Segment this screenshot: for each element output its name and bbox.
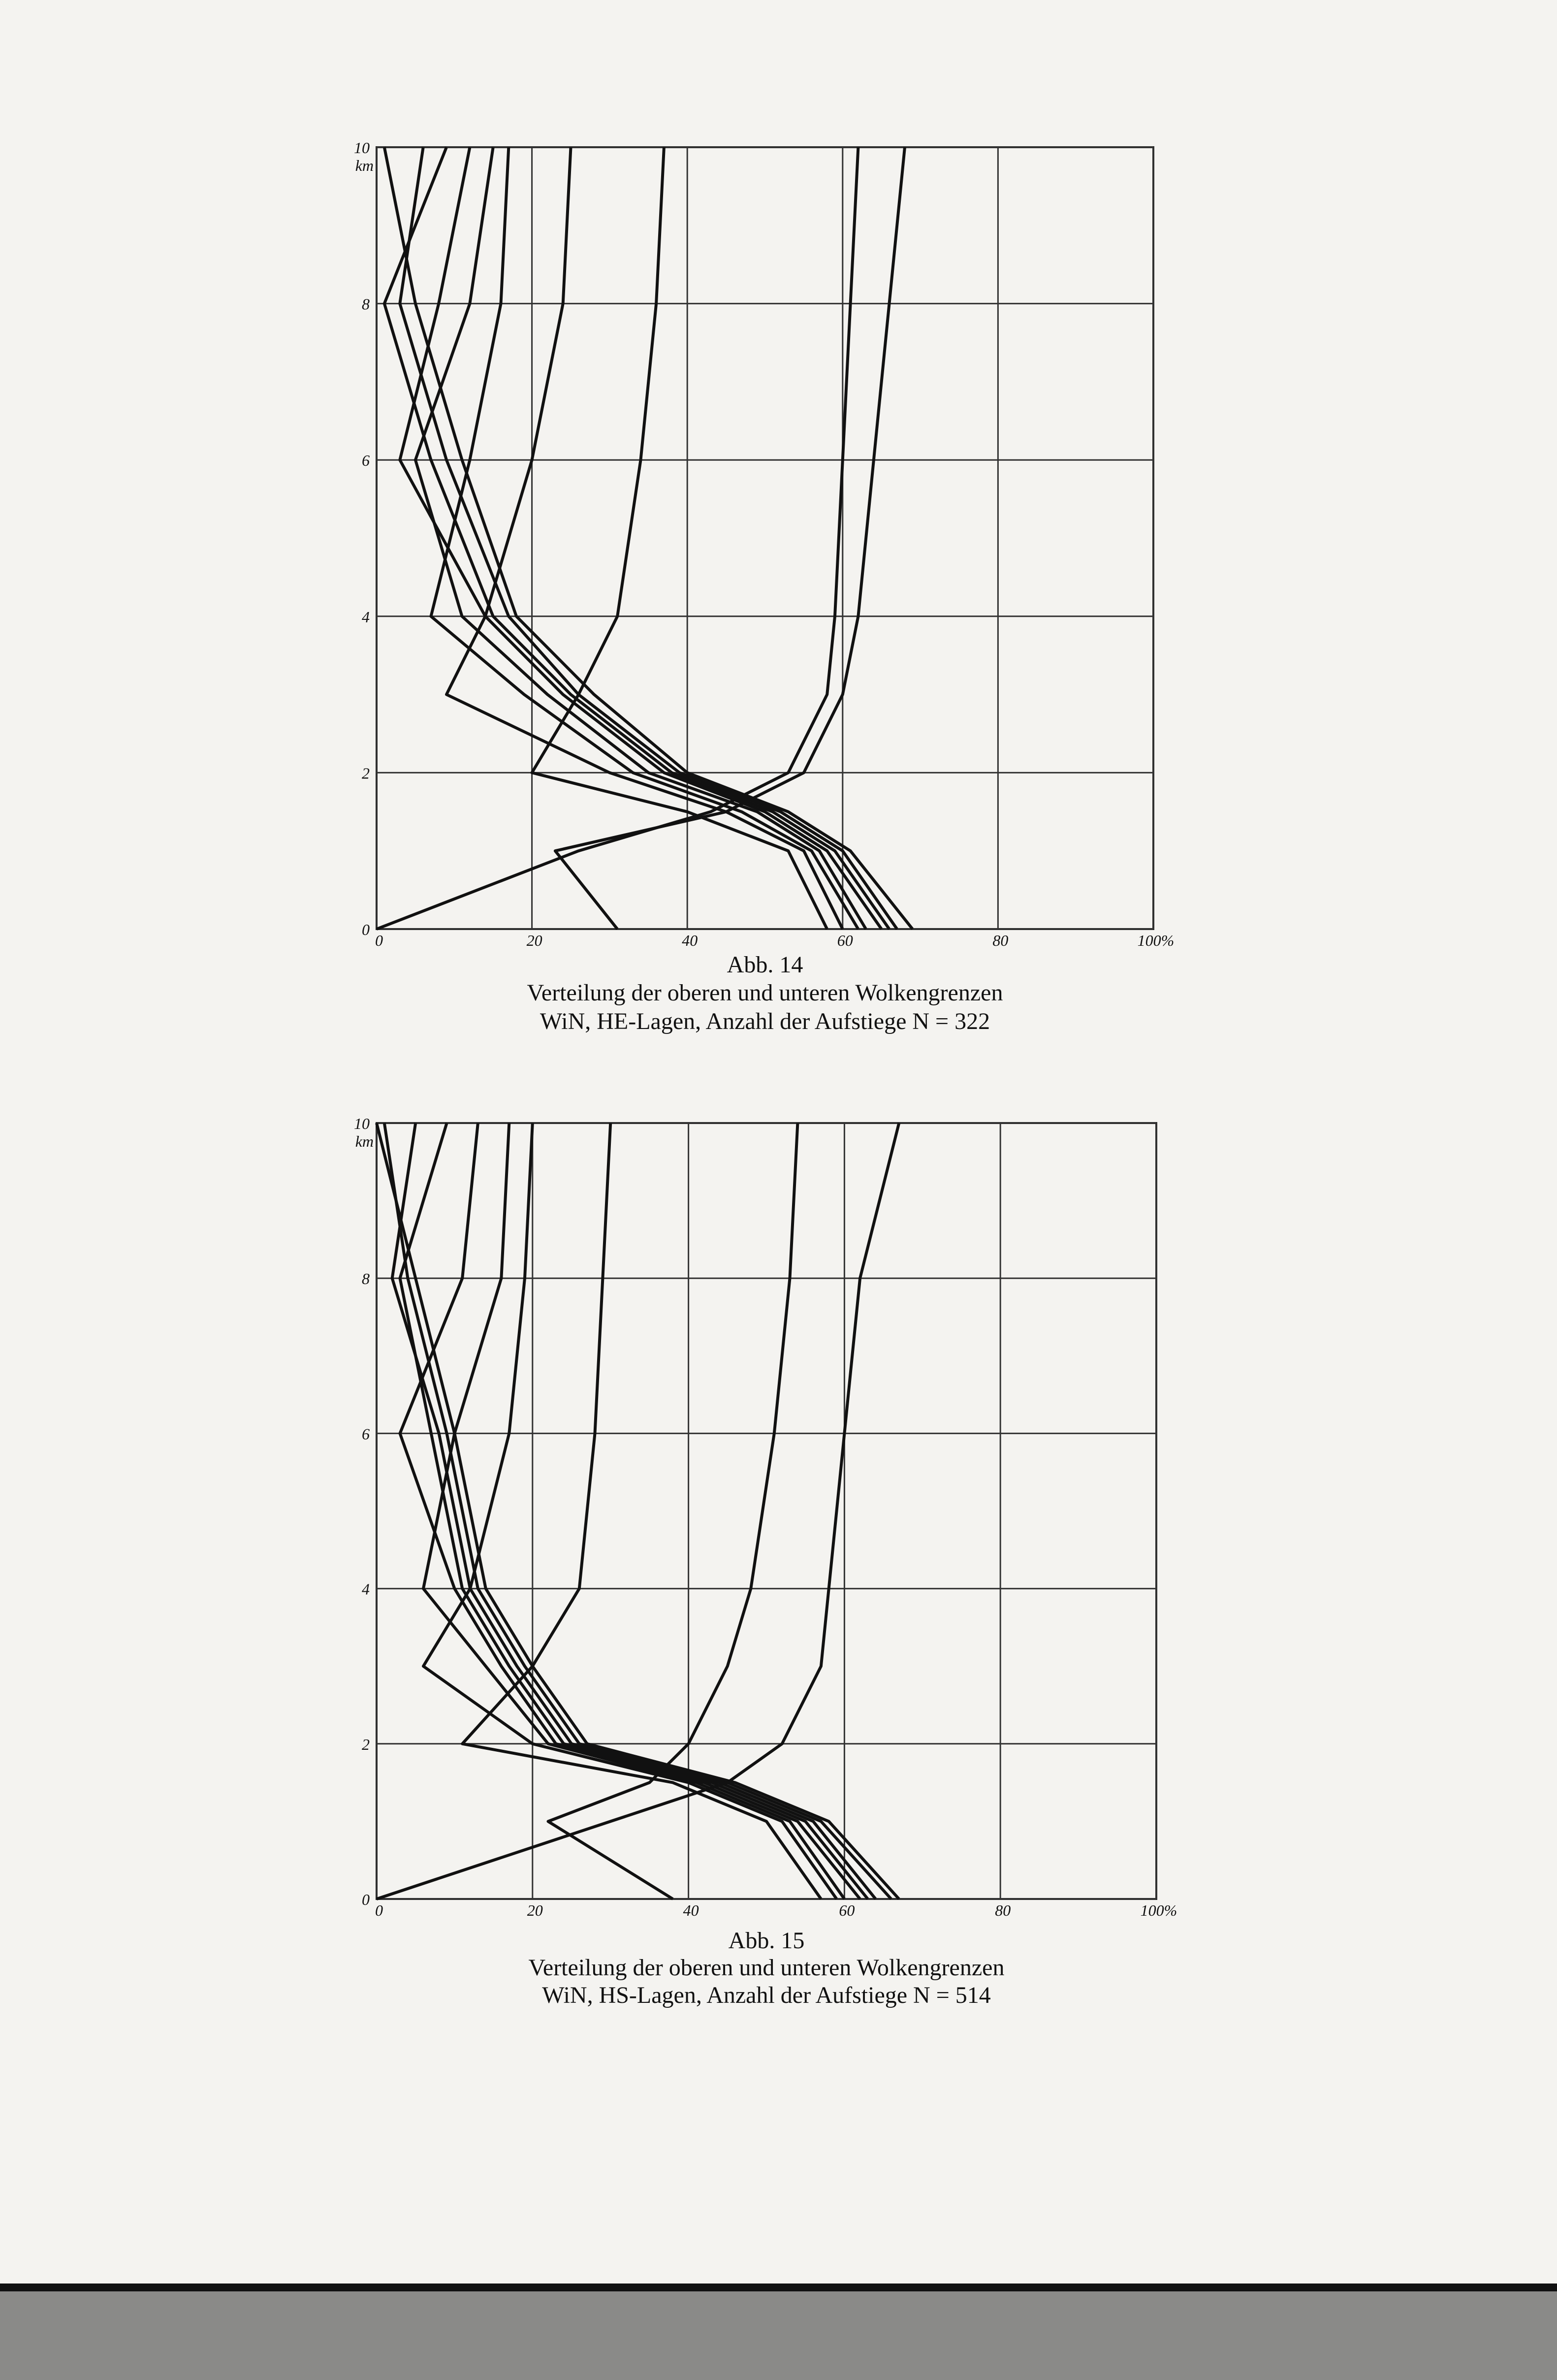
- x-tick-label: 0: [375, 1901, 383, 1919]
- curve: [429, 147, 859, 930]
- x-tick-label: 60: [837, 932, 853, 949]
- x-tick-label: 20: [527, 1901, 543, 1919]
- curve: [382, 1123, 892, 1900]
- curve: [375, 1123, 900, 1900]
- x-tick-label: 100%: [1141, 1901, 1177, 1919]
- curve: [553, 147, 906, 930]
- y-tick-label: 0: [362, 1891, 370, 1908]
- curve: [382, 146, 890, 930]
- x-tick-label: 80: [995, 1901, 1011, 1919]
- x-tick-label: 100%: [1138, 932, 1175, 949]
- y-tick-label: 0: [362, 921, 370, 938]
- x-tick-label: 0: [375, 932, 383, 949]
- caption-subtitle: WiN, HS-Lagen, Anzahl der Aufstiege N = …: [542, 1982, 991, 2008]
- curve: [445, 147, 844, 930]
- figure-label: Abb. 15: [729, 1928, 805, 1954]
- y-tick-label: 6: [362, 451, 370, 469]
- y-tick-label: 2: [362, 1736, 370, 1753]
- curve: [413, 147, 867, 930]
- y-tick-label: 8: [362, 1270, 370, 1287]
- curve: [398, 147, 883, 930]
- caption-title: Verteilung der oberen und unteren Wolken…: [529, 1955, 1005, 1981]
- scan-border: [0, 2284, 1557, 2291]
- caption-subtitle: WiN, HE-Lagen, Anzahl der Aufstiege N = …: [540, 1008, 990, 1034]
- y-axis-label: km: [355, 157, 374, 174]
- x-tick-label: 60: [839, 1901, 855, 1919]
- curve: [376, 1123, 901, 1900]
- curve: [376, 147, 860, 931]
- y-tick-label: 4: [362, 608, 370, 626]
- y-tick-label: 2: [362, 764, 370, 782]
- curve: [546, 1123, 799, 1900]
- curve: [422, 1123, 846, 1900]
- caption-title: Verteilung der oberen und unteren Wolken…: [527, 980, 1003, 1006]
- curve: [382, 147, 914, 930]
- figure-label: Abb. 14: [727, 952, 803, 978]
- y-tick-label: 6: [362, 1425, 370, 1443]
- y-tick-label: 10: [354, 139, 370, 157]
- y-tick-label: 10: [354, 1115, 370, 1132]
- x-tick-label: 80: [992, 932, 1008, 949]
- curve: [398, 147, 898, 930]
- curve: [398, 1123, 861, 1900]
- y-tick-label: 4: [362, 1580, 370, 1598]
- x-tick-label: 40: [683, 1901, 699, 1919]
- curve: [422, 1123, 838, 1900]
- curve: [390, 1123, 877, 1900]
- curve: [398, 1123, 869, 1900]
- y-tick-label: 8: [362, 295, 370, 313]
- x-tick-label: 20: [527, 932, 542, 949]
- scan-edge: [0, 2289, 1557, 2380]
- y-axis-label: km: [355, 1132, 374, 1150]
- x-tick-label: 40: [682, 932, 698, 949]
